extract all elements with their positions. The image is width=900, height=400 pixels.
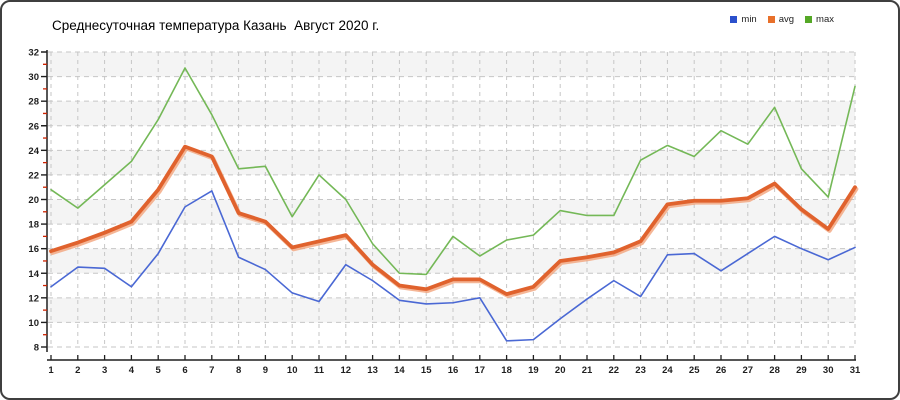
y-tick-label: 32	[28, 48, 39, 59]
legend-label-avg: avg	[778, 14, 795, 25]
x-tick-label: 8	[236, 365, 241, 376]
x-tick-label: 22	[609, 365, 620, 376]
plot-band	[48, 248, 855, 274]
y-tick-label: 28	[28, 97, 39, 108]
x-tick-label: 2	[75, 365, 80, 376]
plot-band	[48, 52, 855, 77]
x-tick-label: 11	[314, 365, 325, 376]
legend-item-avg[interactable]: avg	[767, 14, 795, 25]
max-series-swatch-icon	[805, 16, 813, 23]
x-tick-label: 1	[48, 365, 54, 376]
legend: min avg max	[730, 14, 834, 25]
y-tick-label: 8	[34, 343, 39, 354]
x-tick-label: 12	[341, 365, 352, 376]
x-tick-label: 19	[528, 365, 539, 376]
chart-title: Среднесуточная температура Казань Август…	[52, 18, 380, 33]
series-avg-line[interactable]	[49, 144, 857, 297]
legend-item-max[interactable]: max	[805, 14, 834, 25]
x-tick-label: 9	[263, 365, 268, 376]
x-tick-label: 23	[635, 365, 646, 376]
series-max-line[interactable]	[50, 67, 856, 276]
plot-band	[48, 101, 855, 126]
x-tick-label: 21	[582, 365, 593, 376]
x-tick-label: 5	[156, 365, 162, 376]
min-series-swatch-icon	[730, 16, 738, 23]
y-tick-label: 26	[28, 121, 39, 132]
x-tick-label: 4	[129, 365, 135, 376]
y-tick-label: 24	[28, 146, 39, 157]
y-tick-label: 16	[28, 244, 39, 255]
legend-item-min[interactable]: min	[730, 14, 757, 25]
x-tick-label: 29	[796, 365, 807, 376]
y-tick-label: 14	[28, 269, 39, 280]
x-tick-label: 28	[769, 365, 780, 376]
x-tick-label: 10	[287, 365, 298, 376]
x-tick-label: 14	[394, 365, 405, 376]
y-tick-label: 10	[28, 318, 39, 329]
x-tick-label: 25	[689, 365, 700, 376]
x-tick-label: 30	[823, 365, 834, 376]
x-tick-label: 6	[182, 365, 187, 376]
x-tick-label: 7	[209, 365, 214, 376]
x-tick-label: 18	[501, 365, 512, 376]
x-tick-label: 15	[421, 365, 432, 376]
y-tick-label: 22	[28, 170, 39, 181]
x-tick-label: 27	[743, 365, 754, 376]
y-tick-label: 18	[28, 220, 39, 231]
x-tick-label: 16	[448, 365, 459, 376]
x-tick-label: 3	[102, 365, 107, 376]
legend-label-min: min	[741, 14, 757, 25]
avg-series-swatch-icon	[767, 16, 775, 23]
series-min-line[interactable]	[50, 190, 856, 342]
x-tick-label: 17	[475, 365, 486, 376]
x-tick-label: 13	[367, 365, 378, 376]
y-tick-label: 30	[28, 72, 39, 83]
x-tick-label: 26	[716, 365, 727, 376]
y-tick-label: 20	[28, 195, 39, 206]
legend-label-max: max	[816, 14, 834, 25]
plot-band	[48, 297, 855, 323]
x-tick-label: 24	[662, 365, 673, 376]
x-tick-label: 20	[555, 365, 566, 376]
y-tick-label: 12	[28, 293, 39, 304]
x-tick-label: 31	[850, 365, 861, 376]
